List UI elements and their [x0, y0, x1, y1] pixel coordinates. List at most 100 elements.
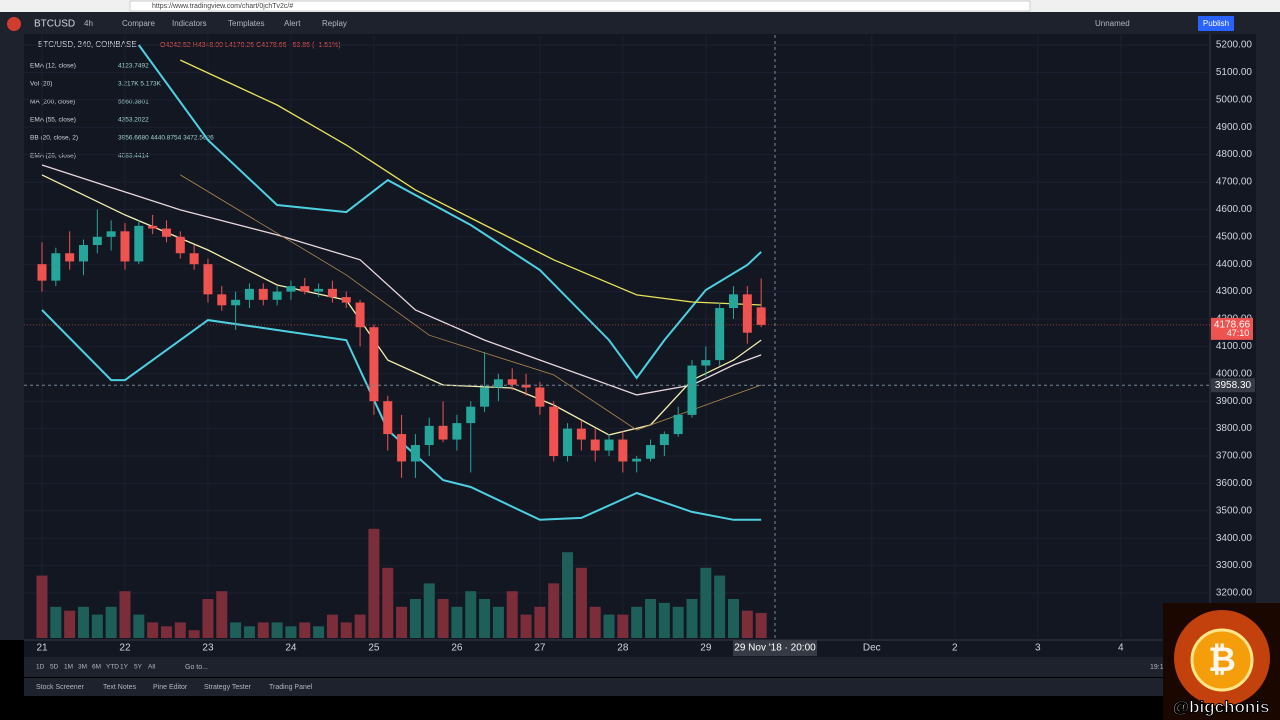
volume-bar: [479, 599, 491, 638]
x-tick-label: 25: [368, 643, 380, 654]
x-tick-label: 29: [700, 643, 712, 654]
indicator-name: MA (200, close): [30, 99, 75, 106]
volume-bar: [617, 614, 629, 638]
volume-bar: [658, 602, 670, 638]
x-tick-label: 28: [617, 643, 629, 654]
candle-body: [549, 406, 559, 456]
y-tick-label: 5200.00: [1216, 40, 1253, 51]
volume-bar: [216, 591, 228, 638]
candle-body: [493, 379, 503, 388]
candle-body: [258, 288, 268, 300]
bottom-tab[interactable]: Pine Editor: [153, 684, 188, 691]
indicator-name: Vol (20): [30, 81, 52, 88]
volume-bar: [36, 575, 48, 638]
toolbar-button[interactable]: Templates: [228, 19, 264, 28]
bottom-tab[interactable]: Stock Screener: [36, 684, 85, 691]
candle-body: [92, 236, 102, 246]
indicator-line: [137, 44, 762, 380]
toolbar-button[interactable]: Alert: [284, 19, 301, 28]
indicator-value: 3956.6680 4440.8754 3472.5626: [118, 135, 214, 142]
volume-bar: [105, 606, 117, 638]
candle-body: [756, 307, 766, 325]
volume-bar: [534, 606, 546, 638]
candle-body: [314, 288, 324, 292]
candle-body: [535, 387, 545, 407]
range-button[interactable]: 5D: [50, 664, 59, 671]
candle-body: [576, 428, 586, 440]
candle-body: [480, 387, 490, 407]
publish-label: Publish: [1203, 19, 1229, 28]
candle-body: [78, 245, 88, 262]
candle-body: [286, 286, 296, 292]
volume-bar: [396, 606, 408, 638]
bottom-tab[interactable]: Strategy Tester: [204, 684, 252, 691]
candle-body: [65, 253, 75, 262]
y-tick-label: 4700.00: [1216, 177, 1253, 188]
volume-bar: [548, 583, 560, 638]
bottom-tab[interactable]: Text Notes: [103, 684, 137, 691]
volume-bar: [202, 599, 214, 638]
range-button[interactable]: 1M: [64, 664, 73, 671]
range-button[interactable]: 6M: [92, 664, 101, 671]
symbol[interactable]: BTCUSD: [34, 19, 75, 30]
candle-body: [687, 365, 697, 415]
chart-pane: [24, 34, 1210, 640]
candle-body: [175, 236, 185, 254]
volume-bar: [313, 626, 325, 638]
volume-bar: [755, 612, 767, 638]
volume-bar: [160, 626, 172, 638]
candle-body: [632, 458, 642, 462]
range-button[interactable]: 3M: [78, 664, 87, 671]
chart-layer: BTC/USD, 240, COINBASE O4242.52 H4348.00 …: [24, 35, 1255, 656]
volume-bar: [423, 583, 435, 638]
range-button[interactable]: 1D: [36, 664, 45, 671]
indicator-line: [180, 59, 762, 306]
right-sidebar: [1256, 34, 1280, 694]
bottom-tab[interactable]: Trading Panel: [269, 684, 313, 691]
avatar[interactable]: [7, 17, 21, 31]
address-field[interactable]: [129, 0, 1031, 12]
candle-body: [341, 297, 351, 303]
x-tick-label: 2: [952, 643, 958, 654]
candle-body: [452, 423, 462, 440]
coin-symbol: ₿: [1208, 641, 1236, 679]
range-button[interactable]: 5Y: [134, 664, 143, 671]
goto[interactable]: Go to...: [185, 664, 208, 671]
y-tick-label: 5100.00: [1216, 67, 1253, 78]
toolbar-button[interactable]: Replay: [322, 19, 347, 28]
publish-button[interactable]: [1198, 16, 1234, 31]
volume-bar: [188, 630, 200, 638]
candle-body: [673, 414, 683, 435]
interval[interactable]: 4h: [84, 19, 93, 28]
crosshair-time-tag: [732, 640, 817, 656]
range-button[interactable]: YTD: [106, 664, 119, 671]
y-tick-label: 3200.00: [1216, 588, 1253, 599]
time-axis: [24, 640, 1256, 657]
y-tick-label: 5000.00: [1216, 94, 1253, 105]
candle-body: [148, 225, 158, 229]
volume-bar: [575, 567, 587, 638]
toolbar-button[interactable]: Compare: [122, 19, 155, 28]
x-tick-label: 27: [534, 643, 546, 654]
indicator-line: [41, 309, 762, 521]
candle-body: [231, 299, 241, 306]
volume-bar: [368, 528, 380, 638]
indicator-name: BB (20, close, 2): [30, 135, 78, 142]
candle-body: [590, 439, 600, 451]
y-tick-label: 3900.00: [1216, 396, 1253, 407]
y-tick-label: 4900.00: [1216, 122, 1253, 133]
volume-bar: [603, 614, 615, 638]
layout-name[interactable]: Unnamed: [1095, 19, 1130, 28]
range-button[interactable]: All: [148, 664, 156, 671]
volume-bar: [285, 626, 297, 638]
candle-body: [729, 294, 738, 309]
candle-body: [563, 428, 573, 456]
range-button[interactable]: 1Y: [120, 664, 129, 671]
toolbar-button[interactable]: Indicators: [172, 19, 207, 28]
candle-body: [604, 439, 614, 451]
volume-bar: [230, 622, 242, 638]
x-tick-label: 21: [36, 643, 48, 654]
volume-bar: [520, 614, 532, 638]
volume-bar: [326, 614, 338, 638]
candle-body: [507, 379, 517, 385]
